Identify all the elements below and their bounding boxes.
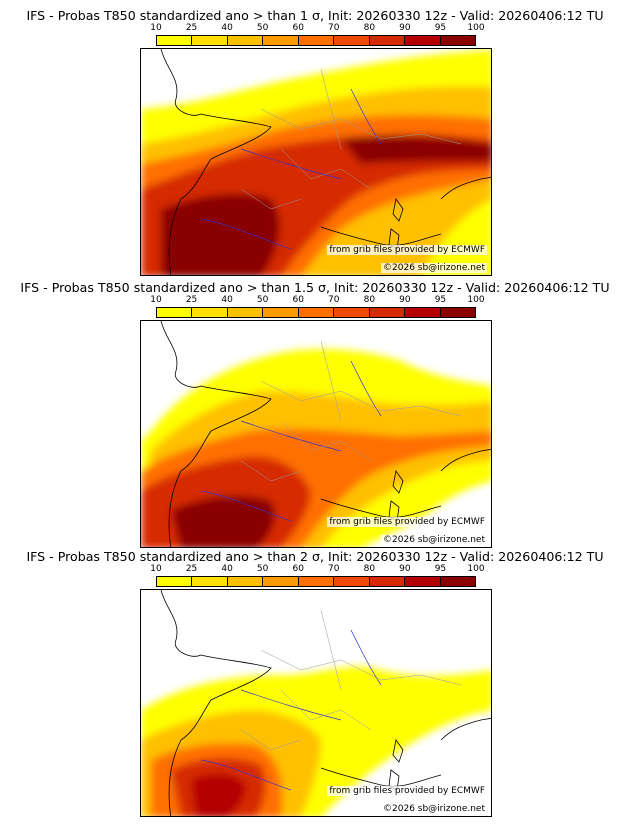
panel-title: IFS - Probas T850 standardized ano > tha… [20,280,610,295]
colorbar-segment [334,308,370,317]
colorbar-segment [192,36,228,45]
probability-field [141,349,491,547]
colorbar-tick-label: 60 [292,295,304,305]
coastlines [160,321,491,547]
colorbar-segment [192,308,228,317]
colorbar-segment [405,308,441,317]
colorbar-tick-label: 100 [467,564,485,574]
colorbar-tick-label: 60 [292,23,304,33]
colorbar-segment [263,577,299,586]
colorbar-segment [334,36,370,45]
colorbar-segment [369,36,406,45]
colorbar-tick-label: 10 [150,295,162,305]
colorbar-segment [440,36,475,45]
colorbar-tick-label: 25 [185,564,198,574]
colorbar-tick-label: 40 [221,295,233,305]
data-source-credit: from grib files provided by ECMWF [327,245,487,255]
colorbar-bar [156,35,476,46]
copyright-credit: ©2026 sb@irizone.net [381,804,487,814]
map-graphic [141,49,491,275]
colorbar-tick-label: 40 [221,23,233,33]
colorbar-tick-label: 95 [434,564,447,574]
probability-map: from grib files provided by ECMWF ©2026 … [140,320,492,548]
colorbar-segment [334,577,370,586]
colorbar-tick-label: 10 [150,23,162,33]
colorbar-tick-label: 70 [328,23,340,33]
map-panel-2: IFS - Probas T850 standardized ano > tha… [0,272,630,548]
colorbar: 10 25 40 50 60 70 80 90 95 100 [150,295,485,318]
colorbar: 10 25 40 50 60 70 80 90 95 100 [150,23,485,46]
data-source-credit: from grib files provided by ECMWF [327,517,487,527]
colorbar-tick-label: 95 [434,23,447,33]
colorbar-tick-label: 90 [399,23,411,33]
colorbar-tick-label: 70 [328,295,340,305]
colorbar-segment [440,577,475,586]
probability-map: from grib files provided by ECMWF ©2026 … [140,589,492,817]
colorbar-tick-label: 50 [256,23,269,33]
colorbar-labels: 10 25 40 50 60 70 80 90 95 100 [150,564,484,576]
map-panel-3: IFS - Probas T850 standardized ano > tha… [0,541,630,817]
rivers [200,629,382,791]
colorbar-tick-label: 80 [363,295,376,305]
colorbar-tick-label: 100 [467,23,485,33]
colorbar-tick-label: 60 [292,564,304,574]
colorbar-segment [227,308,264,317]
probability-map: from grib files provided by ECMWF ©2026 … [140,48,492,276]
colorbar-segment [298,577,335,586]
colorbar-segment [157,577,193,586]
colorbar-segment [157,308,193,317]
colorbar-segment [440,308,475,317]
colorbar-segment [192,577,228,586]
rivers [200,360,382,522]
probability-field [141,49,491,275]
colorbar-tick-label: 90 [399,564,411,574]
colorbar-tick-label: 80 [363,564,376,574]
panel-title: IFS - Probas T850 standardized ano > tha… [26,549,604,564]
colorbar-segment [405,577,441,586]
rivers [200,88,382,250]
colorbar-tick-label: 10 [150,564,162,574]
borders [240,609,462,751]
colorbar-segment [227,36,264,45]
borders [240,340,462,482]
colorbar-segment [405,36,441,45]
colorbar-tick-label: 50 [256,564,269,574]
data-source-credit: from grib files provided by ECMWF [327,786,487,796]
colorbar-tick-label: 40 [221,564,233,574]
colorbar-tick-label: 95 [434,295,447,305]
colorbar-segment [369,308,406,317]
colorbar-segment [263,308,299,317]
colorbar-tick-label: 70 [328,564,340,574]
map-graphic [141,321,491,547]
panel-title: IFS - Probas T850 standardized ano > tha… [26,8,604,23]
colorbar-labels: 10 25 40 50 60 70 80 90 95 100 [150,23,484,35]
borders [240,68,462,210]
colorbar-bar [156,576,476,587]
colorbar-tick-label: 100 [467,295,485,305]
colorbar-segment [157,36,193,45]
colorbar-segment [369,577,406,586]
map-panel-1: IFS - Probas T850 standardized ano > tha… [0,0,630,276]
colorbar-segment [263,36,299,45]
colorbar-segment [298,308,335,317]
colorbar-labels: 10 25 40 50 60 70 80 90 95 100 [150,295,484,307]
colorbar-segment [227,577,264,586]
colorbar-bar [156,307,476,318]
colorbar-tick-label: 25 [185,295,198,305]
colorbar-segment [298,36,335,45]
copyright-credit: ©2026 sb@irizone.net [381,263,487,273]
colorbar: 10 25 40 50 60 70 80 90 95 100 [150,564,485,587]
copyright-credit: ©2026 sb@irizone.net [381,535,487,545]
map-graphic [141,590,491,816]
colorbar-tick-label: 80 [363,23,376,33]
colorbar-tick-label: 90 [399,295,411,305]
colorbar-tick-label: 50 [256,295,269,305]
colorbar-tick-label: 25 [185,23,198,33]
